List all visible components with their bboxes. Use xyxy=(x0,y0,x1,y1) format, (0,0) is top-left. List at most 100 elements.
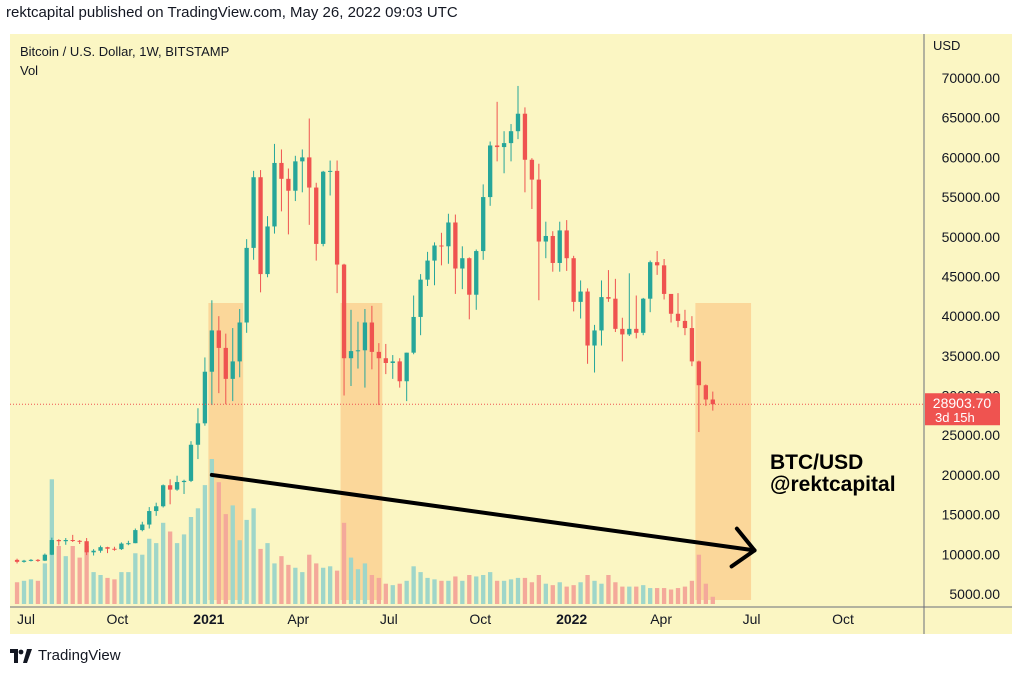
price-tick-label: 45000.00 xyxy=(942,268,1001,284)
candle-body xyxy=(77,540,82,542)
candle-body xyxy=(91,550,96,553)
volume-bar xyxy=(488,572,493,604)
candle-body xyxy=(195,423,201,445)
volume-bar xyxy=(703,583,708,604)
volume-bar xyxy=(202,485,208,604)
volume-bar xyxy=(446,580,451,604)
volume-bar xyxy=(536,575,542,604)
candle-body xyxy=(272,162,277,227)
volume-bar xyxy=(432,579,437,604)
candle-body xyxy=(508,131,514,144)
volume-bar xyxy=(216,482,221,604)
volume-bar xyxy=(501,580,507,604)
last-price-badge xyxy=(925,393,1000,426)
candle-body xyxy=(488,145,493,198)
volume-bar xyxy=(620,586,625,604)
time-axis[interactable]: Jul Oct 2021 Apr Jul Oct 2022 Apr Jul Oct xyxy=(17,611,854,627)
price-tick-label: 65000.00 xyxy=(942,110,1001,126)
volume-bar xyxy=(42,563,48,604)
volume-bar xyxy=(244,519,249,604)
candle-body xyxy=(467,258,472,295)
candle-body xyxy=(557,230,562,263)
volume-bar xyxy=(606,575,611,604)
volume-bar xyxy=(383,583,388,604)
highlight-zone xyxy=(340,303,383,600)
candle-body xyxy=(279,162,284,179)
candle-body xyxy=(481,197,486,252)
candle-body xyxy=(397,361,402,382)
volume-bar xyxy=(251,508,256,604)
candle-body xyxy=(550,235,555,263)
candle-body xyxy=(661,265,667,294)
volume-bar xyxy=(668,589,674,604)
volume-bar xyxy=(307,554,312,604)
volume-bar xyxy=(133,553,138,604)
candle-body xyxy=(202,371,208,424)
candle-body xyxy=(28,559,34,561)
price-axis-unit: USD xyxy=(933,38,960,53)
candle-body xyxy=(599,297,604,331)
price-tick-label: 35000.00 xyxy=(942,348,1001,364)
volume-bar xyxy=(174,543,180,604)
candle-body xyxy=(543,235,548,242)
volume-bar xyxy=(334,570,340,604)
volume-bar xyxy=(321,567,326,604)
candle-body xyxy=(237,322,242,362)
volume-bar xyxy=(161,522,166,604)
volume-bar xyxy=(56,546,61,604)
candle-body xyxy=(613,298,618,329)
candle-body xyxy=(439,245,444,247)
volume-bar xyxy=(508,579,514,604)
candle-body xyxy=(244,247,249,323)
candle-body xyxy=(494,145,500,148)
trend-arrow-head xyxy=(729,526,757,569)
volume-bar xyxy=(578,582,583,604)
volume-bar xyxy=(84,546,89,604)
volume-bar xyxy=(494,580,500,604)
volume-bar xyxy=(390,585,395,604)
volume-bar xyxy=(460,580,465,604)
volume-bar xyxy=(147,538,152,604)
volume-bar xyxy=(237,540,242,604)
time-tick-label: Oct xyxy=(469,611,491,627)
volume-bar xyxy=(648,588,653,604)
candle-body xyxy=(689,328,695,362)
candle-body xyxy=(696,361,702,386)
volume-bar xyxy=(286,564,291,604)
candle-body xyxy=(21,560,27,562)
candle-body xyxy=(383,358,388,363)
candle-body xyxy=(390,361,395,363)
volume-bar xyxy=(223,514,228,604)
candle-body xyxy=(501,143,507,148)
volume-bar xyxy=(265,543,270,604)
candle-body xyxy=(578,291,583,302)
candle-body xyxy=(216,330,221,348)
volume-bar xyxy=(21,580,27,604)
chart-title: Bitcoin / U.S. Dollar, 1W, BITSTAMP xyxy=(20,44,229,59)
candle-body xyxy=(425,260,430,280)
volume-bar xyxy=(355,569,361,604)
price-axis[interactable]: 5000.00 10000.00 15000.00 20000.00 25000.00 3… xyxy=(925,70,1000,602)
candle-body xyxy=(474,251,479,295)
time-tick-label: 2022 xyxy=(556,611,587,627)
volume-bar xyxy=(529,582,535,604)
volume-indicator-label: Vol xyxy=(20,63,38,78)
candle-body xyxy=(265,226,270,275)
volume-bar xyxy=(634,586,639,604)
candle-body xyxy=(710,399,715,405)
volume-bar xyxy=(425,577,430,604)
volume-bar xyxy=(571,585,576,604)
volume-bar xyxy=(70,546,75,604)
annotation-line-2: @rektcapital xyxy=(770,473,896,496)
volume-bar xyxy=(592,580,597,604)
candle-body xyxy=(362,322,368,351)
candle-body xyxy=(167,485,173,490)
volume-bar xyxy=(279,556,284,604)
candle-body xyxy=(515,113,521,132)
candle-body xyxy=(209,330,215,372)
candle-body xyxy=(84,541,89,553)
candle-body xyxy=(592,330,597,346)
footer: TradingView xyxy=(10,647,121,664)
volume-bar xyxy=(63,556,68,604)
